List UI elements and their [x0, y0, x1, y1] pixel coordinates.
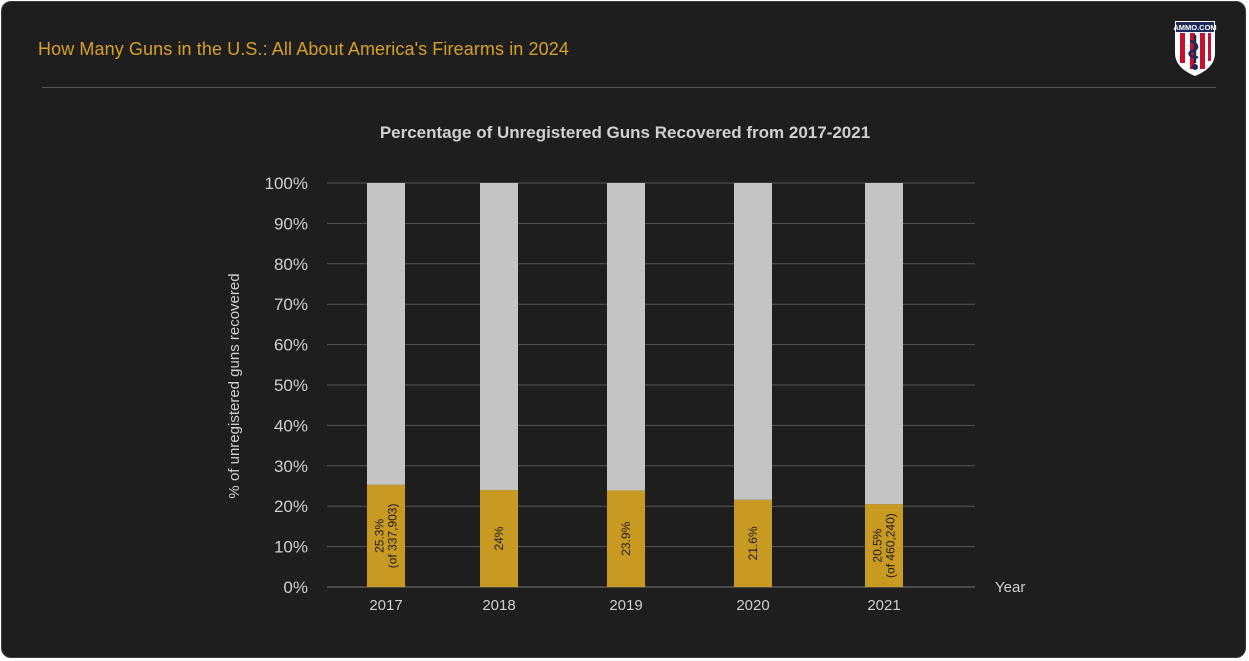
bar-data-label-line: 20.5%: [871, 528, 885, 562]
x-tick-label: 2021: [867, 597, 900, 614]
bar-remainder: [480, 183, 518, 491]
chart-title: Percentage of Unregistered Guns Recovere…: [380, 123, 870, 142]
bar-data-label-line: 24%: [492, 526, 506, 550]
bar-data-label-line: (of 460,240): [884, 513, 898, 578]
bar-unregistered: [865, 504, 903, 587]
bar-unregistered: [480, 490, 518, 587]
bar-unregistered: [367, 484, 405, 587]
header-divider: [42, 87, 1216, 88]
page-title: How Many Guns in the U.S.: All About Ame…: [38, 39, 569, 59]
bar-remainder: [865, 183, 903, 505]
bar-data-label: 24%: [492, 526, 506, 550]
bar-data-label-line: (of 337,903): [386, 504, 400, 569]
bar-unregistered: [607, 490, 645, 587]
bar-unregistered: [734, 499, 772, 587]
x-tick-label: 2018: [482, 597, 515, 614]
y-tick-label: 20%: [274, 497, 308, 516]
bar-data-label: 25.3% (of 337,903): [373, 504, 400, 569]
logo-text: AMMO.COM: [1173, 23, 1216, 32]
y-tick-label: 30%: [274, 457, 308, 476]
bar-data-label: 23.9%: [619, 521, 633, 555]
bars: 25.3% (of 337,903) 24% 23.9% 21.6% 20.5% (of 4…: [367, 183, 903, 587]
y-tick-label: 90%: [274, 214, 308, 233]
y-tick-label: 40%: [274, 416, 308, 435]
bar-remainder: [367, 183, 405, 485]
y-tick-label: 100%: [265, 174, 308, 193]
bar-remainder: [607, 183, 645, 491]
bar-data-label: 21.6%: [746, 526, 760, 560]
y-axis-label: % of unregistered guns recovered: [226, 273, 243, 498]
x-tick-label: 2017: [369, 597, 402, 614]
bar-data-label-line: 23.9%: [619, 521, 633, 555]
y-tick-label: 10%: [274, 538, 308, 557]
y-tick-label: 70%: [274, 295, 308, 314]
bar-remainder: [734, 183, 772, 500]
bar-data-label-line: 25.3%: [373, 519, 387, 553]
bar-data-label-line: 21.6%: [746, 526, 760, 560]
ammo-logo-icon: AMMO.COM: [1173, 21, 1217, 76]
x-axis-label: Year: [995, 579, 1025, 596]
bar-data-label: 20.5% (of 460,240): [871, 513, 898, 578]
x-axis-ticks: 2017 2018 2019 2020 2021: [369, 597, 900, 614]
x-tick-label: 2020: [736, 597, 769, 614]
y-axis-ticks: 0% 10% 20% 30% 40% 50% 60% 70% 80% 90% 100%: [265, 174, 308, 597]
y-tick-label: 50%: [274, 376, 308, 395]
x-tick-label: 2019: [609, 597, 642, 614]
y-tick-label: 60%: [274, 336, 308, 355]
y-tick-label: 0%: [283, 578, 308, 597]
y-tick-label: 80%: [274, 255, 308, 274]
